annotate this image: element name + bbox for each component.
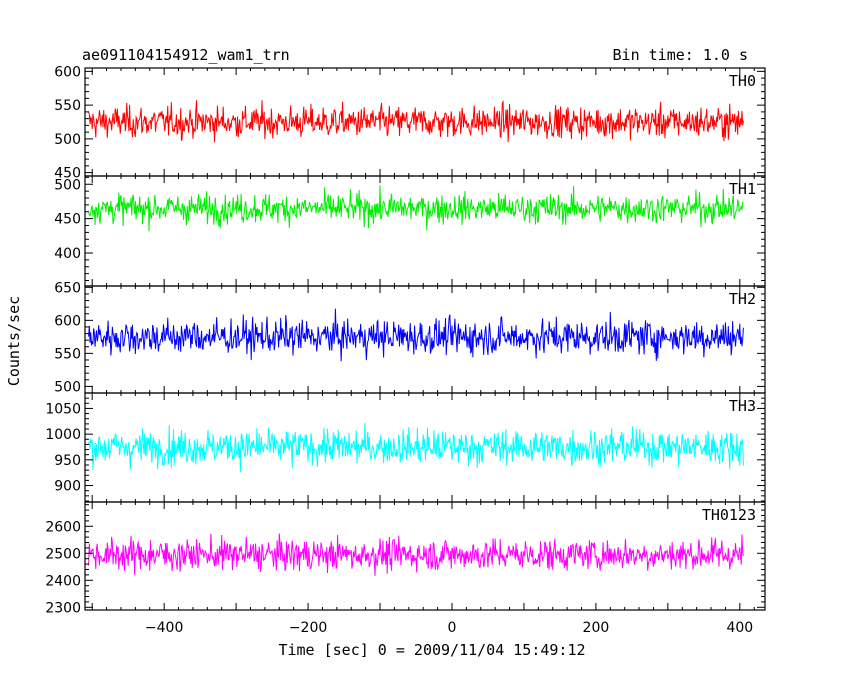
y-tick-label: 2500 [45,546,81,562]
series-line-th3 [88,422,744,472]
y-tick-label: 500 [54,132,81,148]
panel-th0: 450 500 550 600 TH0 [54,64,766,182]
series-label-th2: TH2 [729,290,756,308]
y-tick-label: 2400 [45,573,81,589]
y-tick-label: 650 [54,280,81,296]
y-tick-label: 2600 [45,519,81,535]
y-tick-label: 600 [54,313,81,329]
panel-frame [84,501,766,611]
x-tick-label: −400 [145,620,183,636]
y-tick-label: 550 [54,98,81,114]
x-axis-label: Time [sec] 0 = 2009/11/04 15:49:12 [278,641,585,659]
panel-th0123: 2300 2400 2500 2600 TH0123 [45,501,766,616]
series-line-th2 [88,308,744,362]
panel-th1: 400 450 500 TH1 [54,175,766,287]
series-line-th0 [88,100,744,143]
y-tick-label: 550 [54,346,81,362]
y-tick-label: 500 [54,177,81,193]
y-tick-label: 1000 [45,427,81,443]
y-tick-label: 450 [54,212,81,228]
y-tick-label: 600 [54,64,81,80]
chart-title: ae091104154912_wam1_trn [82,46,290,64]
series-label-th1: TH1 [729,180,756,198]
y-tick-label: 2300 [45,600,81,616]
series-label-th0123: TH0123 [702,506,756,524]
y-tick-label: 900 [54,479,81,495]
bin-time-label: Bin time: 1.0 s [613,46,748,64]
y-tick-label: 400 [54,246,81,262]
y-tick-label: 1050 [45,401,81,417]
panel-th3: 900 950 1000 1050 TH3 [45,392,766,503]
y-tick-label: 450 [54,166,81,182]
y-tick-label: 950 [54,453,81,469]
series-label-th3: TH3 [729,397,756,415]
series-line-th0123 [88,533,744,576]
y-axis-label: Counts/sec [5,296,23,386]
series-line-th1 [88,185,744,232]
x-tick-label: 0 [448,620,457,636]
x-axis: −400 −200 0 200 400 [145,620,753,636]
series-label-th0: TH0 [729,72,756,90]
panel-frame [84,175,766,287]
x-tick-label: 400 [726,620,753,636]
x-tick-label: 200 [583,620,610,636]
x-tick-label: −200 [289,620,327,636]
panel-th2: 500 550 600 650 TH2 [54,280,766,395]
y-tick-label: 500 [54,379,81,395]
